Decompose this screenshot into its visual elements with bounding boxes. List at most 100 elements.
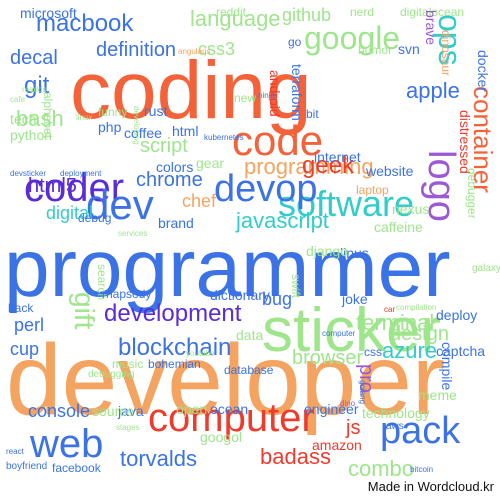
cloud-word: humor: [358, 43, 393, 57]
cloud-word: blockchain: [118, 334, 232, 361]
cloud-word: debugger: [465, 168, 479, 219]
cloud-word: deployment: [60, 169, 102, 178]
cloud-word: terminal: [356, 310, 435, 335]
cloud-word: svn: [398, 41, 420, 57]
cloud-word: debug: [78, 211, 112, 225]
cloud-word: funny: [98, 105, 128, 119]
cloud-word: aws: [386, 421, 404, 432]
cloud-word: language: [190, 6, 281, 31]
cloud-word: terraform: [289, 64, 305, 121]
cloud-word: rhapsody: [102, 287, 152, 301]
cloud-word: stages: [116, 423, 140, 432]
cloud-word: combo: [348, 456, 415, 481]
cloud-word: programming: [244, 154, 374, 179]
cloud-word: dinosaur: [439, 30, 453, 77]
cloud-word: programmer: [4, 223, 451, 314]
cloud-word: macbook: [36, 10, 134, 37]
cloud-word: coder: [24, 166, 125, 210]
cloud-word: golang: [358, 380, 367, 405]
cloud-word: facebook: [52, 461, 101, 475]
cloud-word: captcha: [436, 343, 486, 359]
cloud-word: ninja: [258, 91, 275, 100]
cloud-word: meme: [418, 387, 457, 403]
cloud-word: open: [176, 401, 208, 417]
cloud-word: brand: [158, 215, 194, 231]
cloud-word: python: [10, 127, 53, 143]
cloud-word: technology: [362, 405, 430, 421]
cloud-word: dictionary: [210, 287, 270, 303]
cloud-word: nerd: [350, 5, 375, 19]
cloud-word: decal: [10, 47, 58, 69]
cloud-word: torvalds: [120, 446, 198, 471]
cloud-word: compilation: [396, 303, 437, 312]
cloud-word: amazon: [312, 437, 362, 453]
cloud-word: coffee: [124, 125, 162, 141]
cloud-word: chef: [182, 191, 217, 211]
cloud-word: perl: [14, 315, 45, 335]
cloud-word: css: [364, 345, 382, 359]
cloud-word: car: [384, 305, 396, 314]
cloud-word: github: [282, 5, 332, 25]
cloud-word: deploy: [436, 307, 478, 323]
cloud-word: colors: [156, 159, 194, 175]
cloud-word: web: [30, 422, 104, 466]
cloud-word: php: [98, 119, 122, 135]
cloud-word: ocean: [210, 401, 249, 417]
cloud-word: angularjs: [178, 47, 211, 56]
cloud-word: developer: [6, 324, 446, 436]
cloud-word: dev: [86, 181, 154, 228]
cloud-word: bit: [306, 107, 319, 121]
cloud-word: bug: [262, 289, 293, 309]
cloud-word: apple: [406, 78, 460, 103]
cloud-word: laptop: [356, 183, 389, 197]
cloud-word: geek: [302, 152, 355, 179]
cloud-word: development: [104, 300, 242, 327]
cloud-word: script: [140, 135, 188, 157]
cloud-word: browser: [292, 347, 364, 369]
cloud-word: devsticker: [10, 169, 47, 178]
cloud-word: definition: [96, 39, 177, 61]
cloud-word: coding: [70, 45, 312, 136]
cloud-word: new: [234, 91, 257, 105]
cloud-word: cup: [10, 339, 40, 359]
cloud-word: joke: [342, 291, 368, 307]
cloud-word: docker: [475, 50, 491, 93]
cloud-word: html5: [28, 175, 77, 197]
cloud-word: django: [306, 243, 349, 259]
cloud-word: dino: [340, 399, 356, 408]
cloud-word: linux: [76, 113, 93, 122]
cloud-word: kubernetes: [204, 133, 244, 142]
cloud-word: googol: [200, 429, 243, 445]
cloud-word: js: [346, 417, 361, 439]
cloud-word: gift: [69, 292, 100, 330]
cloud-word: linus: [340, 245, 369, 261]
cloud-word: engineer: [304, 401, 359, 417]
cloud-word: compile: [439, 342, 455, 391]
cloud-word: website: [366, 163, 414, 179]
cloud-word: digitalocean: [400, 5, 465, 19]
cloud-word: google: [304, 20, 401, 56]
cloud-word: music: [112, 357, 144, 371]
cloud-word: design: [390, 323, 449, 345]
cloud-word: distressed: [457, 110, 473, 174]
cloud-word: go: [288, 35, 302, 49]
cloud-word: javascript: [236, 208, 329, 233]
cloud-word: developing: [132, 106, 141, 145]
cloud-word: microsoft: [20, 5, 77, 21]
cloud-word: boyfriend: [6, 461, 48, 472]
cloud-word: debugging: [88, 369, 135, 380]
cloud-word: galaxy: [472, 263, 500, 274]
cloud-word: source: [92, 403, 135, 419]
cloud-word: youtube: [186, 349, 215, 358]
cloud-word: computer: [322, 329, 356, 338]
cloud-word: pack: [380, 410, 461, 452]
cloud-word: internet: [314, 149, 361, 165]
cloud-word: readds: [22, 85, 47, 94]
cloud-word: caffeine: [374, 219, 423, 235]
cloud-word: cafe: [10, 95, 26, 104]
cloud-word: nexus: [392, 201, 430, 217]
cloud-word: java: [118, 403, 144, 419]
cloud-word: bohemian: [148, 357, 201, 371]
cloud-word: console: [28, 401, 91, 421]
